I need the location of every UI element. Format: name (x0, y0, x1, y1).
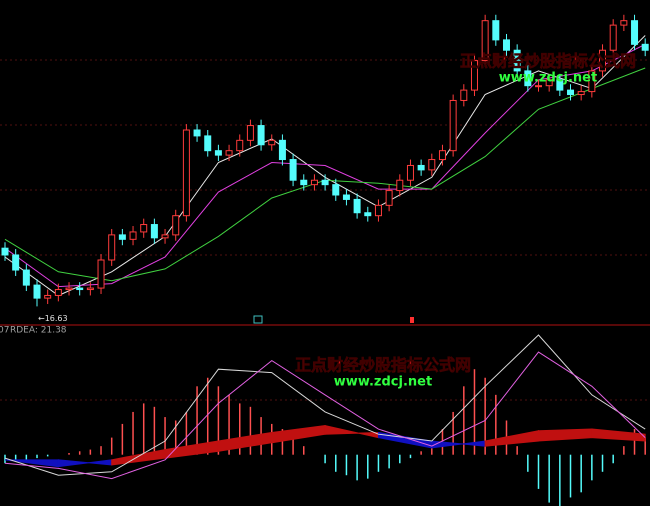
candle-body (33, 284, 41, 299)
candle-body (460, 89, 468, 101)
candle-body (481, 20, 489, 62)
candle-body (364, 212, 372, 217)
candle-body (396, 179, 404, 192)
candle-body (118, 234, 126, 240)
candle-body (353, 198, 361, 214)
candle-body (406, 164, 414, 181)
candle-body (470, 60, 478, 91)
candle-body (278, 139, 286, 161)
candle-body (545, 79, 553, 87)
candle-body (492, 20, 500, 41)
candle-body (567, 89, 575, 96)
marker-icon (410, 317, 414, 323)
candle-body (342, 194, 350, 200)
candle-body (225, 150, 233, 156)
candle-body (609, 24, 617, 51)
candle-body (577, 91, 585, 96)
candle-body (204, 135, 212, 152)
candle-body (502, 39, 510, 51)
candle-body (22, 269, 30, 286)
candle-body (86, 287, 94, 291)
line (4, 334, 646, 476)
candle-body (97, 259, 105, 289)
candle-body (310, 179, 318, 186)
candle-body (524, 70, 532, 87)
candle-body (172, 215, 180, 236)
candle-body (620, 20, 628, 26)
indicator-label: RDEA: 21.38 (10, 326, 67, 336)
candle-body (513, 49, 521, 72)
candle-body (161, 234, 169, 239)
candle-body (257, 125, 265, 146)
candle-body (108, 234, 116, 261)
candle-body (535, 85, 542, 88)
candle-body (449, 99, 457, 152)
line (4, 351, 646, 480)
candle-body (588, 70, 596, 93)
candle-body (289, 159, 297, 181)
candle-body (300, 179, 308, 186)
candle-body (385, 190, 393, 206)
candle-body (54, 289, 62, 296)
candle-body (428, 159, 436, 171)
candle-body (438, 150, 446, 161)
watermark: www.zdcj.net (334, 375, 432, 390)
candle-body (417, 164, 425, 171)
candle-body (641, 43, 649, 51)
candle-body (246, 125, 254, 141)
candle-body (44, 294, 52, 299)
candle-body (268, 139, 276, 146)
candle-body (236, 139, 244, 152)
candle-body (65, 287, 73, 291)
indicator-label: 07 (0, 326, 9, 336)
marker-icon (253, 315, 263, 324)
candle-body (332, 184, 340, 196)
candle-body (150, 224, 158, 239)
watermark: 正点财经炒股指标公式网 (295, 356, 471, 375)
candle-body (193, 129, 201, 137)
candle-body (631, 20, 639, 45)
candle-body (182, 129, 190, 217)
candle-body (374, 204, 382, 217)
candle-body (129, 231, 137, 240)
candle-body (12, 254, 20, 271)
candle-body (321, 179, 329, 186)
candle-body (140, 224, 148, 233)
band-segment (591, 428, 646, 442)
low-label: ←16.63 (38, 314, 68, 323)
candle-body (599, 49, 607, 72)
candle-body (1, 247, 9, 256)
candle-body (556, 79, 564, 91)
watermark: 正点财经炒股指标公式网 (460, 52, 636, 71)
watermark: www.zdcj.net (499, 71, 597, 86)
candle-body (214, 150, 222, 156)
candle-body (76, 287, 84, 291)
